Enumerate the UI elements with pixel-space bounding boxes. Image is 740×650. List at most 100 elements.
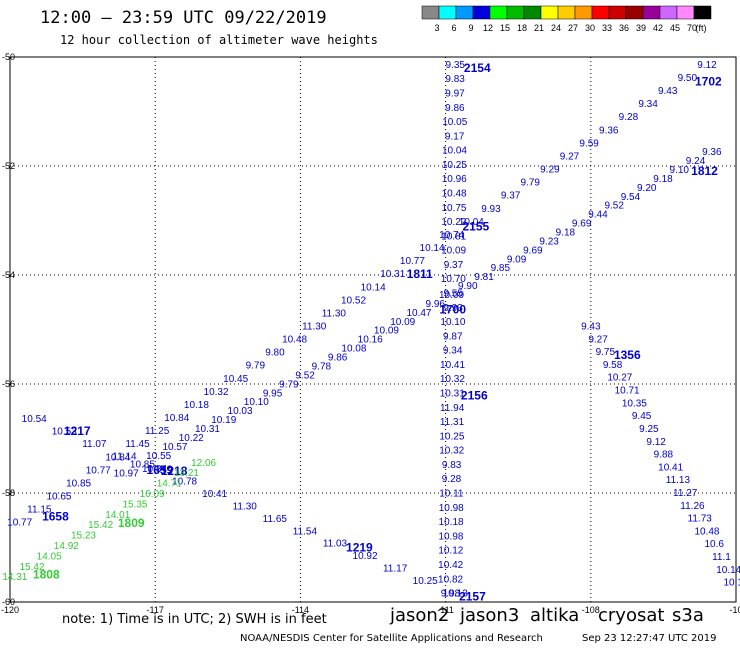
swh-label: 9.93 bbox=[481, 204, 501, 215]
swh-label: 9.27 bbox=[560, 151, 580, 162]
legend-label: 42 bbox=[653, 23, 663, 33]
swh-label: 11.1 bbox=[712, 552, 731, 563]
swh-label: 11.17 bbox=[383, 564, 408, 575]
pass-time-label: 1702 bbox=[695, 75, 722, 89]
x-tick-label: -120 bbox=[1, 605, 19, 615]
map-subtitle: 12 hour collection of altimeter wave hei… bbox=[60, 33, 378, 47]
swh-label: 10.25 bbox=[413, 576, 438, 587]
swh-label: 10.84 bbox=[164, 413, 189, 424]
swh-label: 11.94 bbox=[440, 403, 465, 414]
swh-label: 11.31 bbox=[440, 417, 465, 428]
swh-label: 10.18 bbox=[439, 517, 464, 528]
swh-label: 9.50 bbox=[678, 73, 698, 84]
pass-time-label: 2157 bbox=[459, 590, 486, 604]
wave-height-legend: 3 6 9 12 15 18 21 24 27 30 33 36 39 42 45 70(ft) bbox=[421, 5, 712, 33]
pass-time-label: 1809 bbox=[118, 516, 145, 530]
swh-label: 9.54 bbox=[621, 192, 641, 203]
swh-label: 11.07 bbox=[82, 439, 107, 450]
legend-label: 3 bbox=[434, 23, 439, 33]
swh-label: 14.05 bbox=[37, 551, 62, 562]
swh-label: 9.36 bbox=[702, 147, 722, 158]
swh-label: 10.85 bbox=[130, 460, 155, 471]
swh-label: 10.70 bbox=[441, 274, 466, 285]
swh-label: 9.97 bbox=[445, 88, 465, 99]
swh-label: 10.45 bbox=[223, 374, 248, 385]
swh-label: 15.35 bbox=[122, 499, 147, 510]
legend-label: 9 bbox=[468, 23, 473, 33]
y-tick-label: -56 bbox=[2, 379, 15, 389]
swh-label: 10.42 bbox=[438, 560, 463, 571]
swh-label: 10.54 bbox=[22, 414, 47, 425]
swh-label: 9.45 bbox=[632, 411, 652, 422]
swh-label: 14.92 bbox=[54, 541, 79, 552]
swh-label: 10.84 bbox=[142, 464, 167, 475]
satellite-jason2: jason2 bbox=[390, 605, 450, 626]
swh-label: 10.04 bbox=[459, 217, 484, 228]
x-tick-label: -108 bbox=[582, 605, 600, 615]
x-tick-label: -111 bbox=[437, 605, 454, 615]
swh-label: 9.44 bbox=[588, 210, 608, 221]
pass-time-label: 1658 bbox=[42, 510, 69, 524]
swh-label: 9.52 bbox=[604, 201, 624, 212]
swh-label: 10.78 bbox=[172, 476, 197, 487]
swh-label: 9.52 bbox=[295, 370, 315, 381]
swh-label: 11.30 bbox=[233, 501, 258, 512]
swh-label: 9.12 bbox=[697, 60, 717, 71]
x-tick-label: -117 bbox=[147, 605, 164, 615]
swh-label: 9.58 bbox=[603, 360, 623, 371]
legend-label: 18 bbox=[517, 23, 527, 33]
swh-label: 10.98 bbox=[439, 503, 464, 514]
swh-label: 9.69 bbox=[523, 245, 543, 256]
legend-unit: (ft) bbox=[696, 23, 707, 33]
swh-label: 9.86 bbox=[328, 353, 348, 364]
pass-time-label: 1356 bbox=[614, 348, 641, 362]
swh-label: 11.13 bbox=[666, 475, 691, 486]
swh-label: 9.17 bbox=[445, 131, 465, 142]
swh-label: 10.82 bbox=[438, 574, 463, 585]
swh-label: 10.41 bbox=[658, 462, 683, 473]
swh-label: 11.14 bbox=[112, 452, 137, 463]
swh-label: 10.97 bbox=[114, 469, 139, 480]
swh-label: 10.14 bbox=[361, 282, 386, 293]
swh-label: 10.32 bbox=[204, 387, 229, 398]
swh-label: 9.80 bbox=[265, 348, 285, 359]
swh-label: 11.27 bbox=[673, 488, 698, 499]
swh-label: 11.26 bbox=[680, 501, 705, 512]
swh-label: 9.87 bbox=[443, 331, 463, 342]
satellite-cryosat: cryosat bbox=[598, 605, 665, 626]
swh-label: 10.32 bbox=[439, 446, 464, 457]
swh-label: 10.48 bbox=[442, 188, 467, 199]
footer-timestamp: Sep 23 12:27:47 UTC 2019 bbox=[582, 633, 717, 644]
swh-label: 9.79 bbox=[520, 178, 540, 189]
swh-label: 10.25 bbox=[439, 431, 464, 442]
swh-label: 10.04 bbox=[442, 146, 467, 157]
swh-label: 9.24 bbox=[686, 156, 706, 167]
swh-label: 9.28 bbox=[442, 474, 462, 485]
map-title: 12:00 — 23:59 UTC 09/22/2019 bbox=[40, 8, 327, 28]
swh-label: 9.27 bbox=[588, 334, 608, 345]
pass-time-label: 1659 bbox=[147, 463, 174, 477]
swh-label: 10.27 bbox=[607, 373, 632, 384]
swh-label: 9.43 bbox=[581, 322, 601, 333]
swh-label: 10.41 bbox=[202, 489, 227, 500]
pass-time-label: 1700 bbox=[439, 302, 466, 316]
swh-label: 9.95 bbox=[263, 388, 283, 399]
swh-label: 14.01 bbox=[105, 510, 130, 521]
pass-time-label: 1219 bbox=[346, 541, 373, 555]
y-tick-label: -54 bbox=[2, 270, 15, 280]
swh-label: 10.48 bbox=[694, 526, 719, 537]
swh-label: 10.47 bbox=[406, 308, 431, 319]
satellite-altika: altika bbox=[530, 605, 580, 626]
swh-label: 10.31 bbox=[195, 424, 220, 435]
legend-label: 12 bbox=[483, 23, 493, 33]
swh-label: 10.35 bbox=[622, 398, 647, 409]
swh-label: 9.34 bbox=[443, 346, 463, 357]
swh-label: 9.43 bbox=[658, 86, 678, 97]
x-tick-label: -10 bbox=[729, 605, 740, 615]
y-tick-label: -58 bbox=[2, 488, 15, 498]
swh-label: 10.10 bbox=[244, 397, 269, 408]
swh-label: 9.88 bbox=[654, 450, 674, 461]
swh-label: 11.30 bbox=[322, 308, 347, 319]
swh-label: 10.14 bbox=[716, 565, 740, 576]
